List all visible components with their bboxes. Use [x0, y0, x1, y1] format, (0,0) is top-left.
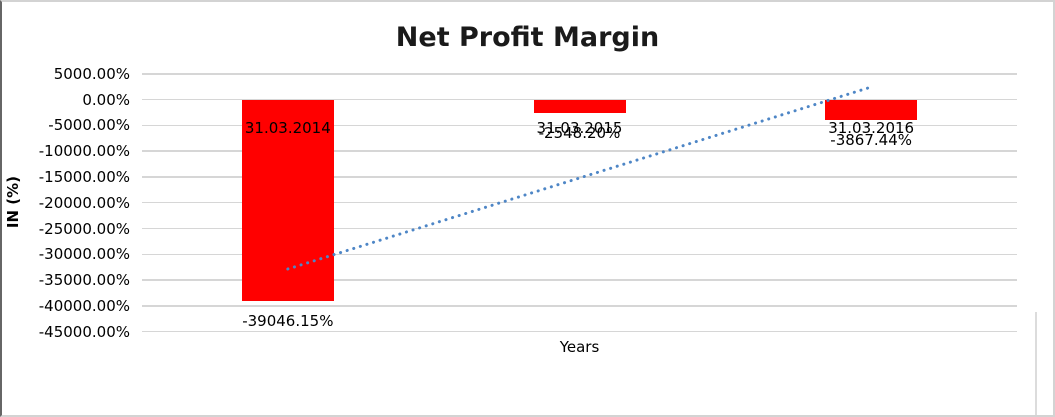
- category-label: 31.03.2016: [828, 119, 915, 137]
- x-axis-title: Years: [559, 338, 600, 356]
- bar-31.03.2014[interactable]: [241, 99, 334, 301]
- y-tick-label: -20000.00%: [38, 193, 130, 212]
- y-tick-label: -10000.00%: [38, 142, 130, 161]
- y-tick-label: -35000.00%: [38, 271, 130, 290]
- chart-title: Net Profit Margin: [395, 22, 660, 53]
- y-tick-label: 0.00%: [82, 90, 130, 109]
- y-gridline: [142, 279, 1017, 281]
- data-label: -39046.15%: [242, 311, 334, 330]
- data-label: -3867.44%: [830, 130, 912, 149]
- y-tick-label: -30000.00%: [38, 245, 130, 264]
- bar-31.03.2016[interactable]: [825, 99, 918, 120]
- data-label: -2548.20%: [538, 123, 621, 142]
- category-label: 31.03.2014: [244, 119, 331, 137]
- y-tick-label: -5000.00%: [48, 116, 130, 135]
- y-gridline: [142, 124, 1017, 127]
- y-gridline: [142, 150, 1017, 152]
- y-gridline: [142, 176, 1017, 178]
- trendline-dotted-segment[interactable]: [286, 85, 873, 271]
- y-gridline: [142, 73, 1017, 75]
- y-gridline: [142, 201, 1017, 204]
- y-gridline: [142, 305, 1017, 307]
- y-tick-label: -15000.00%: [38, 167, 130, 186]
- y-gridline: [142, 227, 1017, 230]
- y-gridline: [142, 330, 1017, 333]
- bar-31.03.2015[interactable]: [533, 99, 626, 113]
- y-tick-label: 5000.00%: [53, 64, 130, 83]
- y-axis-title: IN (%): [4, 175, 22, 229]
- y-gridline: [142, 253, 1017, 255]
- category-label: 31.03.2015: [536, 119, 623, 137]
- worksheet-edge-artifact: [1035, 312, 1037, 415]
- y-tick-label: -25000.00%: [38, 219, 130, 238]
- y-tick-label: -45000.00%: [38, 322, 130, 341]
- y-tick-label: -40000.00%: [38, 296, 130, 315]
